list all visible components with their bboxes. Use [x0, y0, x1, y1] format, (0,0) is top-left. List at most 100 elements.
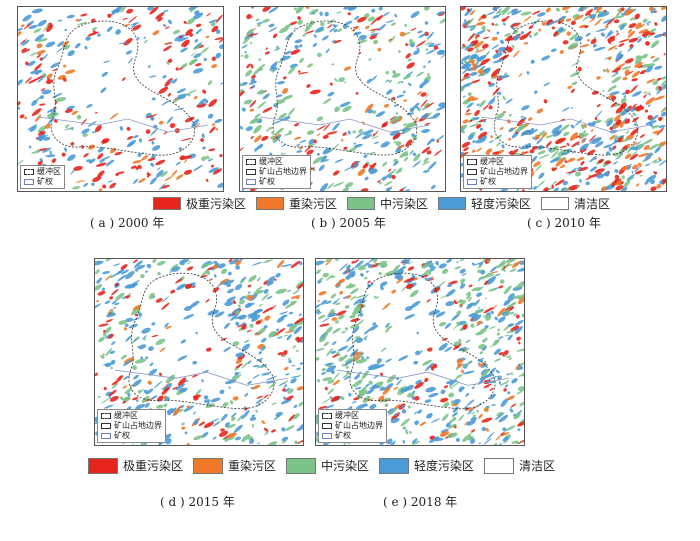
pollution-patch [457, 298, 463, 304]
pollution-patch [304, 22, 313, 33]
pollution-patch [217, 263, 226, 269]
pollution-patch [374, 364, 385, 369]
pollution-patch [128, 15, 138, 24]
pollution-patch [127, 392, 131, 397]
pollution-patch [407, 82, 412, 87]
pollution-patch [292, 345, 296, 349]
pollution-patch [549, 157, 560, 163]
pollution-patch [392, 70, 396, 74]
pollution-patch [471, 149, 476, 153]
pollution-patch [503, 354, 507, 358]
pollution-patch [98, 323, 109, 327]
pollution-patch [471, 287, 482, 292]
pollution-patch [462, 434, 472, 442]
pollution-patch [502, 440, 508, 444]
pollution-patch [275, 45, 280, 50]
pollution-patch [326, 131, 338, 135]
pollution-patch [45, 79, 54, 84]
pollution-patch [627, 28, 633, 34]
pollution-patch [285, 32, 293, 41]
pollution-patch [134, 358, 147, 364]
pollution-patch [468, 312, 478, 318]
pollution-patch [293, 325, 302, 335]
pollution-patch [456, 261, 459, 264]
pollution-patch [216, 280, 225, 288]
pollution-patch [350, 295, 357, 301]
pollution-patch [550, 150, 559, 159]
pollution-patch [56, 46, 64, 53]
pollution-patch [543, 82, 551, 87]
inset-legend-mining-right: 矿权 [37, 177, 53, 186]
pollution-patch [379, 281, 388, 287]
pollution-patch [427, 270, 432, 275]
pollution-patch [499, 7, 510, 13]
pollution-patch [70, 141, 75, 146]
pollution-patch [427, 73, 430, 76]
pollution-patch [383, 104, 390, 108]
pollution-patch [309, 8, 319, 15]
pollution-patch [249, 42, 253, 44]
pollution-patch [176, 88, 187, 94]
pollution-patch [513, 413, 521, 420]
pollution-patch [438, 263, 447, 269]
pollution-patch [47, 77, 50, 81]
pollution-patch [598, 11, 610, 17]
pollution-patch [46, 73, 53, 79]
pollution-patch [644, 152, 653, 162]
pollution-patch [112, 186, 115, 188]
pollution-patch [391, 289, 397, 294]
pollution-patch [475, 36, 478, 40]
pollution-patch [352, 308, 362, 316]
pollution-patch [511, 26, 515, 30]
pollution-patch [249, 416, 257, 421]
pollution-patch [615, 119, 622, 126]
pollution-patch [430, 184, 436, 190]
pollution-patch [604, 31, 615, 39]
pollution-patch [335, 310, 347, 316]
legend-swatch [347, 197, 376, 210]
pollution-patch [330, 350, 337, 354]
pollution-patch [494, 113, 497, 116]
pollution-patch [488, 98, 496, 105]
pollution-patch [110, 366, 113, 370]
pollution-patch [551, 184, 554, 189]
pollution-patch [220, 81, 223, 85]
pollution-patch [265, 47, 268, 50]
pollution-patch [602, 68, 606, 73]
pollution-patch [241, 44, 248, 49]
pollution-patch [211, 123, 216, 127]
pollution-patch [297, 19, 304, 25]
pollution-patch [254, 147, 259, 150]
pollution-patch [294, 440, 298, 445]
pollution-patch [316, 303, 322, 310]
pollution-patch [243, 51, 248, 54]
pollution-patch [271, 120, 283, 125]
pollution-patch [453, 300, 457, 305]
pollution-patch [332, 39, 342, 44]
pollution-patch [215, 128, 219, 131]
pollution-patch [470, 25, 475, 30]
pollution-patch [186, 405, 190, 409]
pollution-patch [517, 267, 524, 272]
pollution-patch [517, 367, 522, 371]
pollution-patch [95, 260, 104, 266]
pollution-patch [414, 381, 424, 389]
pollution-patch [125, 295, 131, 299]
pollution-patch [424, 399, 432, 403]
pollution-patch [363, 129, 374, 136]
pollution-patch [75, 180, 86, 183]
pollution-patch [623, 7, 632, 14]
pollution-patch [21, 47, 27, 52]
pollution-patch [541, 21, 546, 26]
pollution-patch [602, 171, 611, 176]
pollution-patch [492, 14, 501, 19]
pollution-patch [475, 21, 486, 26]
pollution-patch [498, 414, 509, 423]
pollution-patch [517, 421, 524, 427]
pollution-patch [137, 153, 142, 157]
pollution-patch [203, 395, 209, 400]
pollution-patch [289, 63, 298, 69]
pollution-patch [177, 93, 189, 97]
pollution-patch [335, 283, 340, 287]
pollution-patch [464, 25, 476, 29]
